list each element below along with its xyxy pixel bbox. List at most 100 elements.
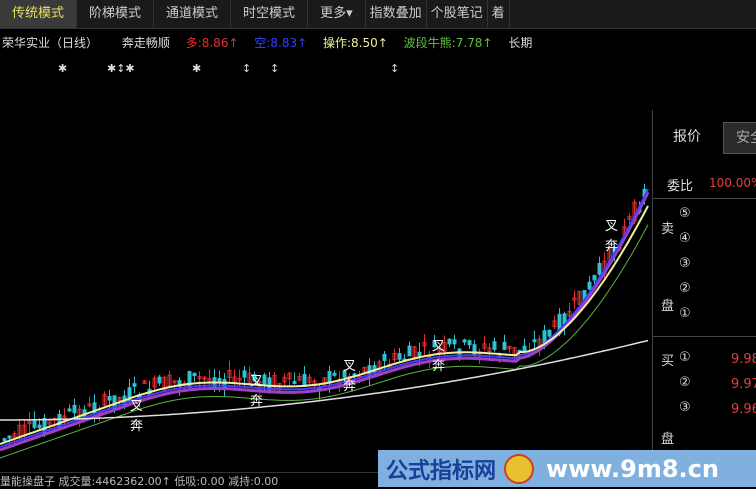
buy-label: 买 [661, 354, 675, 369]
candle [197, 376, 202, 380]
cross-signal-label: 叉 [605, 219, 618, 234]
candle [37, 424, 42, 429]
volume-status: 量能操盘子 成交量:4462362.00↑ 低吸:0.00 减持:0.00 [0, 472, 378, 488]
buy-label: 盘 [661, 432, 675, 447]
candle [487, 347, 492, 352]
candle [32, 420, 37, 428]
watermark-banner: 公式指标网 www.9m8.cn [378, 450, 756, 487]
run-signal-label: 奔 [130, 419, 143, 434]
candle [422, 342, 427, 347]
duo-value: 多:8.86↑ [185, 36, 239, 50]
candle [7, 435, 12, 439]
candle [167, 374, 172, 387]
candle [107, 396, 112, 401]
kong-value: 空:8.83↑ [254, 36, 308, 50]
candle [587, 281, 592, 290]
weibi-value: 100.00% [709, 176, 756, 190]
candle [392, 352, 397, 361]
buy-price-1: 9.98 [731, 352, 756, 367]
candle [502, 341, 507, 350]
banner-url: www.9m8.cn [546, 454, 719, 483]
sell-level-3: ③ [679, 256, 691, 271]
tab-notes[interactable]: 个股笔记 [427, 0, 488, 28]
tab-extra[interactable]: 着 [488, 0, 510, 28]
boduan-value: 波段牛熊:7.78↑ [403, 36, 493, 50]
buy-level-3: ③ [679, 400, 691, 415]
sell-label: 盘 [661, 299, 675, 314]
indicator-info: 荣华实业（日线） 奔走畅顺 多:8.86↑ 空:8.83↑ 操作:8.50↑ 波… [2, 34, 544, 51]
candle [132, 383, 137, 387]
mark: ✱ [192, 62, 202, 75]
tab-channel[interactable]: 通道模式 [154, 0, 232, 28]
candle [267, 377, 272, 391]
tab-index-overlay[interactable]: 指数叠加 [366, 0, 427, 28]
weibi-label: 委比 [667, 179, 694, 194]
ma-blue-line [0, 188, 649, 448]
candle [437, 346, 442, 354]
candle [307, 376, 312, 383]
candle [262, 374, 267, 385]
tab-quote[interactable]: 报价 [673, 129, 701, 145]
candle [67, 408, 72, 412]
candle [627, 216, 632, 220]
candle [2, 438, 7, 442]
signal-text: 奔走畅顺 [121, 36, 170, 50]
ma-green-line [0, 224, 649, 459]
candle [467, 340, 472, 346]
candle [592, 275, 597, 281]
banner-text: 公式指标网 [386, 458, 497, 484]
mark: ✱ [58, 62, 68, 75]
candle [597, 263, 602, 275]
ma-yellow-line [0, 205, 649, 445]
sell-level-4: ④ [679, 231, 691, 246]
candle [532, 339, 537, 343]
candle [187, 371, 192, 389]
long-term-line [0, 339, 649, 421]
candle [572, 297, 577, 301]
candle [567, 310, 572, 317]
candle [292, 380, 297, 384]
candle [412, 346, 417, 358]
tab-spacetime[interactable]: 时空模式 [231, 0, 309, 28]
candle [202, 376, 207, 380]
candle [452, 339, 457, 345]
sell-level-2: ② [679, 281, 691, 296]
run-signal-label: 奔 [605, 239, 618, 254]
sell-level-1: ① [679, 306, 691, 321]
candle [332, 372, 337, 376]
candle [447, 338, 452, 345]
candle [397, 353, 402, 360]
ma-purple-line [0, 191, 650, 452]
candle [222, 379, 227, 389]
tab-traditional[interactable]: 传统模式 [0, 0, 78, 28]
candle [87, 403, 92, 407]
candle [577, 290, 582, 305]
candle [152, 377, 157, 388]
candle [432, 340, 437, 348]
tab-ladder[interactable]: 阶梯模式 [77, 0, 155, 28]
candle [102, 393, 107, 406]
candle [547, 329, 552, 337]
candle [462, 339, 467, 343]
tab-safety[interactable]: 安全 [723, 122, 756, 154]
candle [282, 376, 287, 383]
buy-level-1: ① [679, 350, 691, 365]
candle [407, 345, 412, 357]
candle [252, 374, 257, 382]
buy-price-2: 9.97 [731, 377, 756, 392]
candle [72, 404, 77, 414]
candle [232, 376, 237, 383]
candle [62, 415, 67, 421]
stock-name: 荣华实业（日线） [2, 36, 99, 50]
site-logo-icon [504, 453, 535, 484]
run-signal-label: 奔 [432, 359, 445, 374]
tab-more[interactable]: 更多▾ [308, 0, 366, 28]
candle [172, 380, 177, 384]
buy-level-2: ② [679, 375, 691, 390]
candle [157, 376, 162, 384]
mark: ↕ [390, 62, 400, 75]
candle [242, 370, 247, 378]
candle [507, 345, 512, 350]
candle [342, 370, 347, 378]
